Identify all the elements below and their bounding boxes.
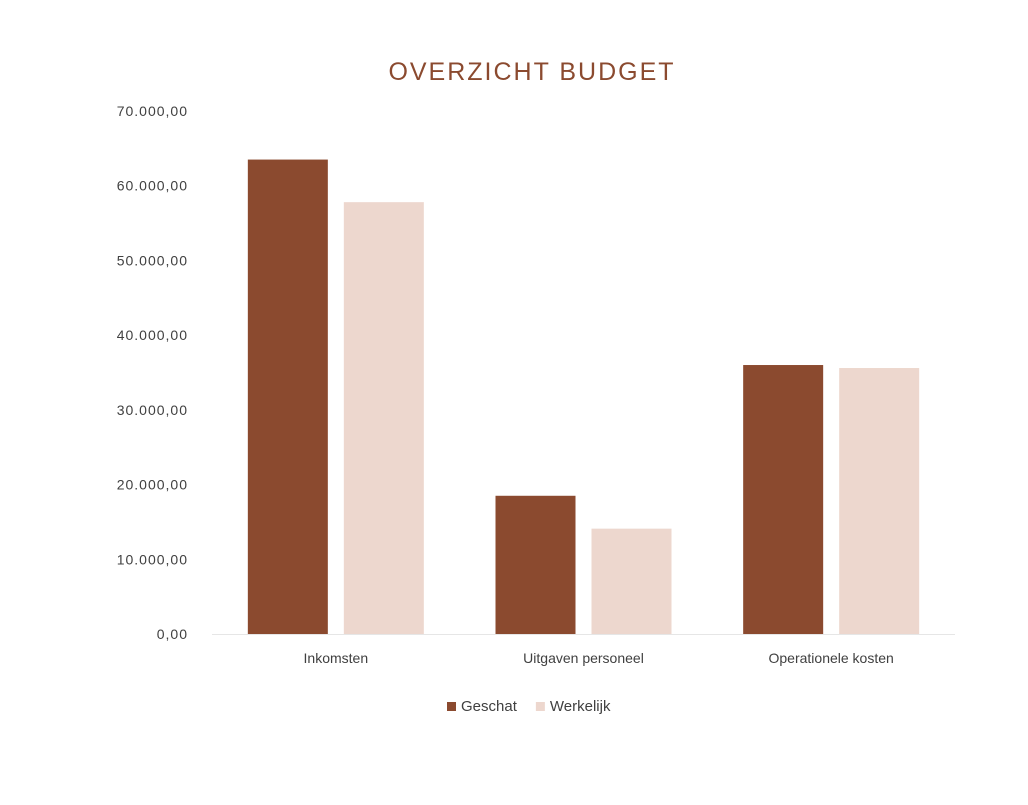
legend-label-werkelijk: Werkelijk xyxy=(550,698,611,715)
y-tick-label: 50.000,00 xyxy=(117,252,188,268)
y-tick-label: 70.000,00 xyxy=(117,103,188,119)
legend: Geschat Werkelijk xyxy=(447,698,611,715)
y-tick-label: 0,00 xyxy=(157,626,188,642)
y-tick-label: 40.000,00 xyxy=(117,327,188,343)
bar-werkelijk-3 xyxy=(839,368,920,634)
bar-geschat-3 xyxy=(743,365,824,634)
bar-werkelijk-2 xyxy=(591,528,672,634)
y-tick-label: 60.000,00 xyxy=(117,178,188,194)
bar-werkelijk-1 xyxy=(343,202,424,634)
y-axis: 0,00 10.000,00 20.000,00 30.000,00 40.000,00… xyxy=(117,103,188,642)
y-tick-label: 10.000,00 xyxy=(117,551,188,567)
x-axis: Inkomsten Uitgaven personeel Operationele … xyxy=(304,650,894,666)
bar-geschat-1 xyxy=(247,159,328,635)
bar-geschat-2 xyxy=(495,495,576,634)
x-tick-label: Uitgaven personeel xyxy=(523,650,644,666)
x-tick-label: Operationele kosten xyxy=(769,650,894,666)
legend-label-geschat: Geschat xyxy=(461,698,518,715)
x-tick-label: Inkomsten xyxy=(304,650,369,666)
chart-title: OVERZICHT BUDGET xyxy=(388,58,675,86)
y-tick-label: 20.000,00 xyxy=(117,477,188,493)
y-tick-label: 30.000,00 xyxy=(117,402,188,418)
bars xyxy=(247,159,920,635)
legend-swatch-werkelijk xyxy=(535,702,545,711)
legend-swatch-geschat xyxy=(447,702,456,711)
